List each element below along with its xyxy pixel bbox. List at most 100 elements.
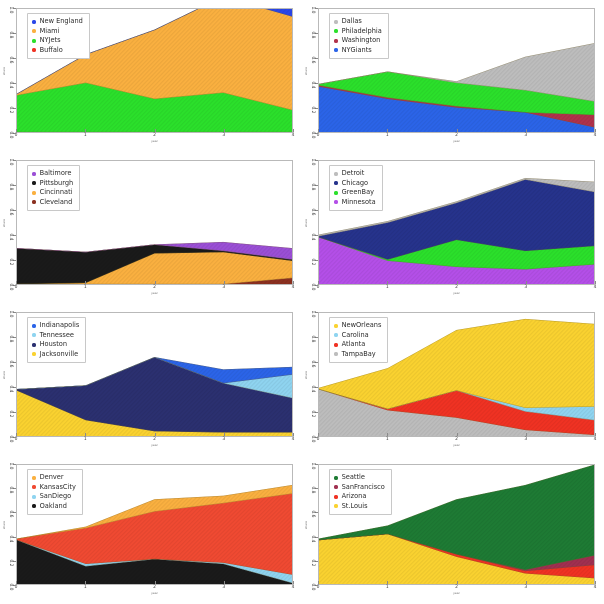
legend-item[interactable]: Baltimore (32, 169, 73, 179)
y-tick-label: 0.2 (310, 258, 315, 266)
legend-label: Cleveland (39, 197, 73, 206)
x-tick-label: 3 (222, 133, 226, 138)
legend-item[interactable]: New England (32, 17, 83, 27)
x-tick-mark (85, 281, 87, 284)
legend-color-swatch-icon (334, 352, 338, 357)
chart-panel-6: 0 1 2 3 4 year 0.0 0.2 0.4 0.6 0.8 1.0 share NewOrlea… (302, 304, 604, 456)
legend-label: SanFrancisco (341, 482, 385, 491)
y-tick-label: 0.2 (310, 106, 315, 114)
legend-label: Houston (39, 340, 67, 348)
x-tick-label: 4 (291, 133, 295, 138)
y-tick-label: 0.6 (310, 510, 315, 518)
x-tick-mark (595, 281, 596, 284)
legend-item[interactable]: Oakland (32, 502, 76, 512)
legend-item[interactable]: Jacksonville (32, 350, 79, 360)
legend-item[interactable]: Arizona (334, 492, 385, 502)
legend-item[interactable]: Buffalo (32, 46, 83, 56)
x-axis: 0 1 2 3 4 year (15, 581, 294, 595)
stacked-area-plot (319, 177, 594, 284)
legend-color-swatch-icon (334, 333, 338, 338)
legend-item[interactable]: Cincinnati (32, 188, 73, 198)
legend-item[interactable]: Chicago (334, 179, 376, 189)
legend-item[interactable]: Seattle (334, 473, 385, 483)
legend-item[interactable]: Pittsburgh (32, 179, 73, 189)
legend-item[interactable]: Miami (32, 27, 83, 37)
legend-item[interactable]: NewOrleans (334, 321, 381, 331)
legend-item[interactable]: NYGiants (334, 46, 382, 56)
x-tick-mark (387, 581, 389, 584)
x-tick-mark (595, 581, 596, 584)
legend-item[interactable]: Indianapolis (32, 321, 79, 331)
y-tick-mark (315, 33, 318, 34)
legend-item[interactable]: SanFrancisco (334, 483, 385, 493)
x-tick-mark (154, 581, 156, 584)
chart-panel-5: 0 1 2 3 4 year 0.0 0.2 0.4 0.6 0.8 1.0 share Indianap… (0, 304, 302, 456)
y-tick-label: 0.8 (8, 486, 13, 494)
x-tick-mark (223, 281, 225, 284)
y-tick-mark (13, 235, 16, 236)
y-tick-label: 0.6 (8, 360, 13, 368)
x-tick-label: 2 (153, 133, 156, 138)
y-tick-mark (315, 412, 318, 413)
chart-panel-3: 0 1 2 3 4 year 0.0 0.2 0.4 0.6 0.8 1.0 share Baltimor… (0, 152, 302, 304)
legend-label: Washington (341, 36, 381, 44)
x-tick-mark (16, 581, 17, 584)
x-tick-mark (456, 281, 458, 284)
legend-item[interactable]: Atlanta (334, 340, 381, 350)
legend-label: Detroit (341, 169, 365, 177)
y-tick-label: 0.2 (8, 410, 13, 418)
legend-color-swatch-icon (334, 19, 338, 24)
x-tick-label: 0 (316, 285, 320, 290)
stacked-area-plot (319, 318, 594, 436)
x-tick-label: 1 (385, 285, 389, 290)
legend-color-swatch-icon (334, 494, 338, 499)
legend-label: GreenBay (341, 188, 375, 196)
y-tick-mark (315, 108, 318, 109)
y-tick-mark (13, 488, 16, 490)
legend-item[interactable]: Houston (32, 340, 79, 350)
x-tick-mark (293, 129, 294, 132)
legend-item[interactable]: GreenBay (334, 188, 376, 198)
legend-color-swatch-icon (334, 181, 338, 186)
x-axis: 0 1 2 3 4 year (15, 433, 294, 447)
legend-item[interactable]: SanDiego (32, 492, 76, 502)
legend-label: New England (39, 17, 83, 25)
y-tick-mark (315, 312, 318, 313)
legend-color-swatch-icon (334, 200, 338, 205)
plot-area (16, 312, 293, 437)
x-tick-mark (525, 433, 527, 436)
chart-legend: Indianapolis Tennessee Houston Jacksonville (27, 317, 87, 363)
series-boundary-line (17, 539, 292, 575)
legend-item[interactable]: Dallas (334, 17, 382, 27)
x-tick-mark (154, 281, 156, 284)
y-tick-label: 0.8 (8, 31, 13, 39)
y-tick-label: 0.8 (310, 335, 315, 343)
legend-item[interactable]: Carolina (334, 331, 381, 341)
y-tick-label: 0.4 (310, 385, 315, 393)
legend-item[interactable]: KansasCity (32, 483, 76, 493)
x-tick-label: 2 (153, 285, 156, 290)
x-axis: 0 1 2 3 4 year (317, 129, 596, 143)
legend-item[interactable]: Cleveland (32, 198, 73, 208)
legend-item[interactable]: Tennessee (32, 331, 79, 341)
legend-item[interactable]: Minnesota (334, 198, 376, 208)
y-tick-label: 0.0 (310, 435, 315, 443)
series-boundary-line (319, 179, 594, 237)
x-tick-mark (387, 129, 389, 132)
legend-item[interactable]: NYJets (32, 36, 83, 46)
legend-color-swatch-icon (334, 504, 338, 509)
legend-item[interactable]: St.Louis (334, 502, 385, 512)
legend-item[interactable]: Detroit (334, 169, 376, 179)
y-tick-label: 0.8 (310, 31, 315, 39)
x-tick-mark (85, 433, 87, 436)
y-tick-mark (315, 8, 318, 9)
legend-item[interactable]: Philadelphia (334, 27, 382, 37)
chart-legend: Dallas Philadelphia Washington NYGiants (329, 13, 389, 59)
legend-item[interactable]: TampaBay (334, 350, 381, 360)
legend-item[interactable]: Denver (32, 473, 76, 483)
plot-area (318, 160, 595, 285)
x-axis: 0 1 2 3 4 year (316, 281, 596, 295)
y-axis: 0.0 0.2 0.4 0.6 0.8 1.0 share (2, 158, 16, 290)
y-tick-label: 0.6 (310, 56, 315, 64)
legend-item[interactable]: Washington (334, 36, 382, 46)
